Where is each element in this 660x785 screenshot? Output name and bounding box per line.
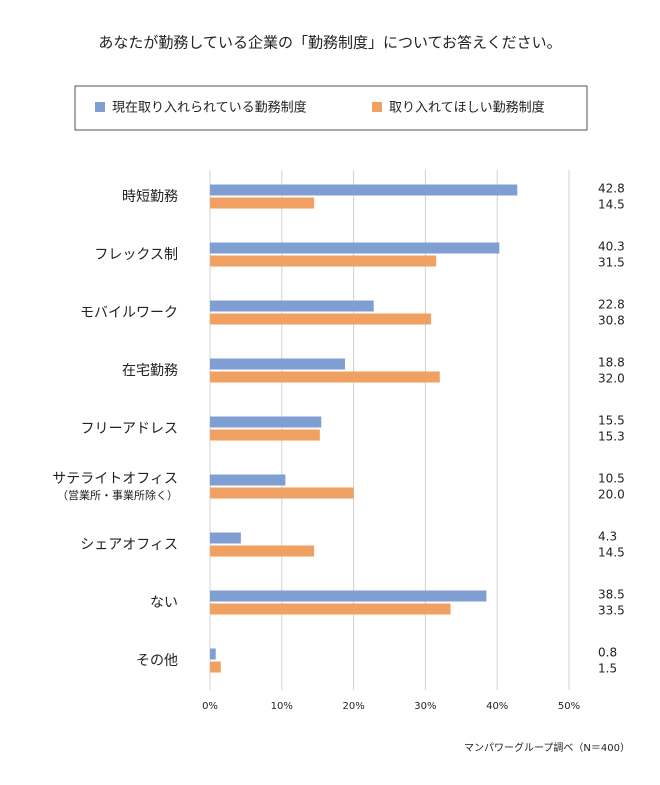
category-label: フレックス制 [94,247,178,263]
value-label: 1.5 [598,662,617,676]
x-tick-label: 10% [271,701,293,712]
category-label: シェアオフィス [80,537,178,553]
bar [210,416,322,428]
source-note: マンパワーグループ調べ（N＝400） [464,741,630,754]
bar [210,242,500,254]
value-label: 38.5 [598,588,625,602]
value-label: 18.8 [598,356,625,370]
category-label: ない [150,595,178,611]
category-label: その他 [136,653,178,669]
bar [210,648,216,660]
legend-label: 現在取り入れられている勤務制度 [112,100,307,116]
bar [210,184,518,196]
bar [210,300,374,312]
bar [210,545,315,557]
category-label: 在宅勤務 [122,363,178,379]
category-label: 時短勤務 [122,189,178,205]
value-label: 42.8 [598,182,625,196]
legend-swatch [372,102,382,112]
bar [210,590,487,602]
bar [210,197,315,209]
value-label: 33.5 [598,604,625,618]
value-label: 4.3 [598,530,617,544]
bar [210,429,320,441]
legend-box [74,85,588,131]
bar [210,358,345,370]
value-label: 14.5 [598,198,625,212]
category-label: モバイルワーク [80,305,178,321]
bar [210,487,354,499]
x-tick-label: 0% [202,701,218,712]
bar [210,313,432,325]
legend-swatch [95,102,105,112]
x-tick-label: 20% [342,701,364,712]
bar [210,661,221,673]
category-label: フリーアドレス [81,421,178,437]
value-label: 31.5 [598,256,625,270]
value-label: 10.5 [598,472,625,486]
value-label: 0.8 [598,646,617,660]
value-label: 32.0 [598,372,625,386]
x-tick-label: 30% [414,701,436,712]
value-label: 14.5 [598,546,625,560]
x-tick-label: 50% [558,701,580,712]
value-label: 15.3 [598,430,625,444]
bar [210,474,286,486]
bar [210,371,440,383]
value-label: 22.8 [598,298,625,312]
category-note: （営業所・事業所除く） [57,488,178,502]
bar [210,603,451,615]
x-tick-label: 40% [486,701,508,712]
category-label: サテライトオフィス [52,471,178,487]
legend-label: 取り入れてほしい勤務制度 [389,100,545,116]
value-label: 20.0 [598,488,625,502]
value-label: 15.5 [598,414,625,428]
value-label: 40.3 [598,240,625,254]
value-label: 30.8 [598,314,625,328]
chart-title: あなたが勤務している企業の「勤務制度」についてお答えください。 [98,34,561,52]
bar [210,255,437,267]
bar [210,532,241,544]
